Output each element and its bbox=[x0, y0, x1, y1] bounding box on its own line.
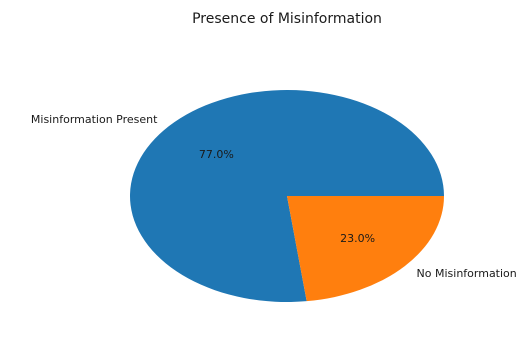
slice-category-label: Misinformation Present bbox=[31, 113, 158, 126]
pie-slices bbox=[130, 90, 445, 302]
pie-labels: 77.0% Misinformation Present 23.0% No Misin… bbox=[31, 113, 517, 280]
pie-slice-no-misinformation bbox=[287, 196, 445, 302]
slice-category-label: No Misinformation bbox=[417, 267, 517, 280]
slice-percent-label: 77.0% bbox=[199, 148, 234, 161]
chart-title: Presence of Misinformation bbox=[192, 11, 382, 27]
slice-percent-label: 23.0% bbox=[340, 232, 375, 245]
